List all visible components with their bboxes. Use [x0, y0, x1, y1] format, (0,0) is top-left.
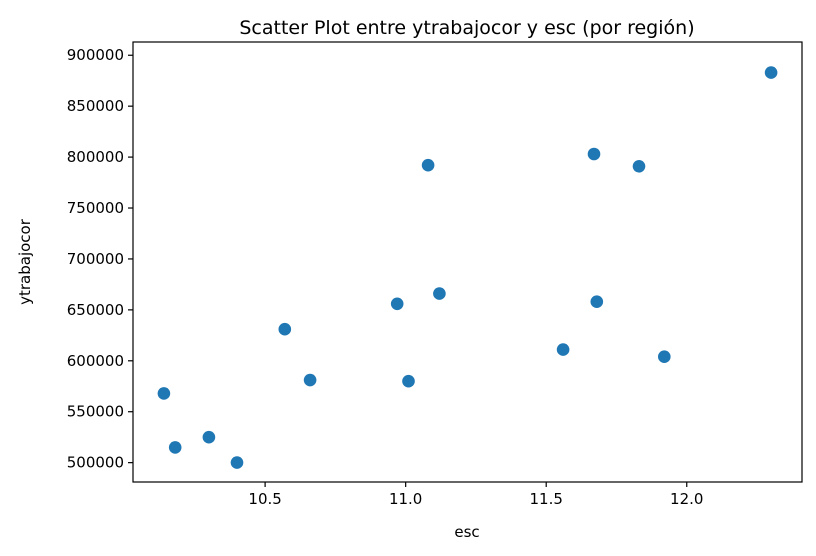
x-tick-label: 11.0 — [389, 490, 422, 508]
data-point — [157, 387, 171, 400]
data-point — [168, 441, 182, 454]
y-tick-label: 500000 — [67, 454, 124, 472]
plot-frame — [132, 41, 803, 483]
scatter-points — [157, 66, 778, 469]
data-point — [230, 456, 244, 469]
data-point — [587, 147, 601, 161]
x-tick-label: 10.5 — [248, 490, 281, 508]
y-axis-label: ytrabajocor — [16, 218, 34, 305]
y-tick-label: 600000 — [67, 352, 124, 370]
data-point — [433, 287, 446, 300]
y-tick-label: 650000 — [67, 301, 124, 319]
x-axis: 10.5 11.0 11.5 12.0 — [248, 482, 703, 508]
data-point — [421, 158, 435, 172]
data-point — [556, 343, 570, 356]
data-point — [764, 66, 778, 79]
y-tick-label: 700000 — [67, 250, 124, 268]
y-tick-label: 900000 — [67, 46, 124, 64]
x-axis-label: esc — [454, 523, 479, 541]
y-tick-label: 550000 — [67, 403, 124, 421]
y-tick-label: 800000 — [67, 148, 124, 166]
x-tick-label: 11.5 — [530, 490, 563, 508]
data-point — [658, 350, 671, 364]
data-point — [202, 430, 216, 444]
y-tick-label: 750000 — [67, 199, 124, 217]
data-point — [632, 160, 646, 173]
data-point — [278, 322, 292, 336]
x-tick-label: 12.0 — [670, 490, 703, 508]
data-point — [303, 373, 317, 387]
y-axis: 500000 550000 600000 650000 700000 750000 8000… — [67, 46, 133, 472]
y-tick-label: 850000 — [67, 97, 124, 115]
data-point — [402, 374, 415, 388]
chart-title: Scatter Plot entre ytrabajocor y esc (po… — [239, 17, 694, 39]
data-point — [590, 295, 604, 309]
data-point — [390, 297, 404, 311]
